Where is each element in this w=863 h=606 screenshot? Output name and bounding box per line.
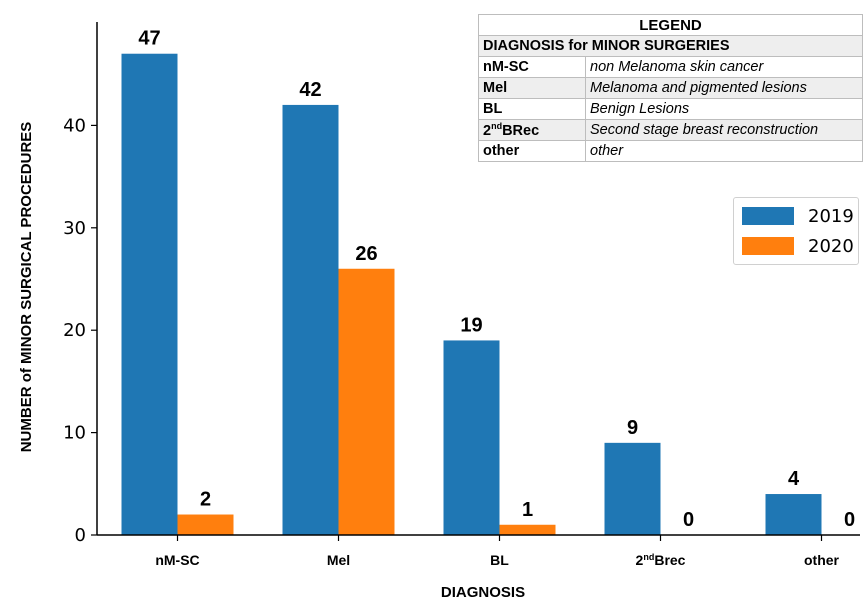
legend-code: nM-SC (478, 56, 586, 78)
legend-table-row: nM-SC non Melanoma skin cancer (478, 56, 863, 78)
legend-code-prefix: 2 (483, 122, 492, 139)
legend-description: non Melanoma skin cancer (585, 56, 863, 78)
legend-code: BL (478, 98, 586, 120)
x-axis-title: DIAGNOSIS (441, 584, 525, 601)
y-tick-label: 20 (63, 320, 86, 341)
data-label-2020-BL: 1 (522, 499, 533, 521)
series-legend: 2019 2020 (733, 197, 859, 265)
x-tick-label-nM-SC: nM-SC (155, 552, 199, 568)
data-label-2019-nM-SC: 47 (138, 28, 160, 50)
legend-table-row: 2ndBRec Second stage breast reconstructi… (478, 119, 863, 141)
legend-code: other (478, 140, 586, 162)
y-tick-label: 40 (63, 115, 86, 136)
legend-entry-2019: 2019 (742, 205, 854, 227)
legend-description: Benign Lesions (585, 98, 863, 120)
data-label-2019-BL: 19 (460, 314, 482, 336)
bar-2020-BL (499, 524, 556, 535)
x-tick-label-Mel: Mel (327, 552, 350, 568)
legend-code: 2ndBRec (478, 119, 586, 141)
bar-2019-nM-SC (121, 53, 178, 535)
y-tick-label: 10 (63, 423, 86, 444)
bar-2020-Mel (338, 268, 395, 535)
data-label-2020-2ndBrec: 0 (683, 509, 694, 531)
legend-entry-2020: 2020 (742, 235, 854, 257)
legend-code: Mel (478, 77, 586, 99)
legend-description: Second stage breast reconstruction (585, 119, 863, 141)
x-tick-label-BL: BL (490, 552, 509, 568)
bar-2019-2ndBrec (604, 442, 661, 535)
y-axis-title: NUMBER of MINOR SURGICAL PROCEDURES (18, 122, 35, 453)
bar-2019-Mel (282, 104, 339, 536)
legend-table: LEGEND DIAGNOSIS for MINOR SURGERIES nM-… (478, 14, 863, 162)
data-label-2020-other: 0 (844, 509, 855, 531)
legend-swatch-2019 (742, 207, 794, 225)
x-tick-label-other: other (804, 552, 840, 568)
legend-label-2019: 2019 (808, 205, 854, 227)
legend-table-title: LEGEND (478, 14, 863, 36)
y-tick-label: 30 (63, 218, 86, 239)
bar-2020-nM-SC (177, 514, 234, 535)
bar-2019-other (765, 494, 822, 535)
x-tick-label-2ndBrec: 2ndBrec (636, 552, 686, 568)
legend-table-row: other other (478, 140, 863, 162)
bar-2019-BL (443, 340, 500, 535)
data-label-2020-nM-SC: 2 (200, 489, 211, 511)
legend-code-superscript: nd (491, 121, 503, 132)
y-tick-label: 0 (75, 525, 86, 546)
data-label-2019-2ndBrec: 9 (627, 417, 638, 439)
legend-table-subtitle: DIAGNOSIS for MINOR SURGERIES (478, 35, 863, 57)
legend-swatch-2020 (742, 237, 794, 255)
legend-label-2020: 2020 (808, 235, 854, 257)
legend-table-row: Mel Melanoma and pigmented lesions (478, 77, 863, 99)
legend-code-suffix: BRec (502, 122, 540, 139)
legend-description: Melanoma and pigmented lesions (585, 77, 863, 99)
legend-description: other (585, 140, 863, 162)
data-label-2020-Mel: 26 (355, 243, 377, 265)
data-label-2019-other: 4 (788, 468, 800, 490)
legend-table-row: BL Benign Lesions (478, 98, 863, 120)
data-label-2019-Mel: 42 (299, 79, 321, 101)
